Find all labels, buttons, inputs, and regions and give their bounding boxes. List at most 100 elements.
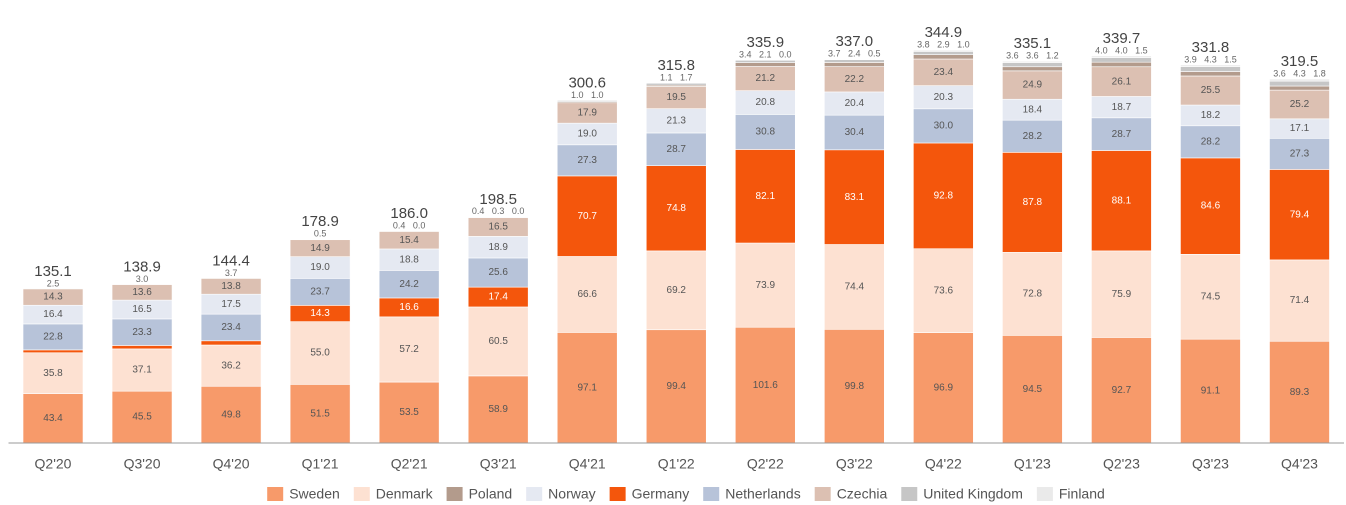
x-tick-label: Q3'22 [836, 456, 873, 472]
bar-segment [111, 284, 173, 301]
segment-label: 16.5 [132, 304, 152, 315]
segment-label: 79.4 [1290, 209, 1310, 220]
bar-segment [734, 242, 796, 328]
x-tick-label: Q3'23 [1192, 456, 1229, 472]
segment-label: 28.2 [1023, 131, 1043, 142]
bar-segment [1180, 338, 1241, 444]
small-segment-label: 2.5 [47, 278, 60, 288]
x-tick-label: Q4'21 [569, 456, 606, 472]
segment-label: 36.2 [221, 360, 241, 371]
segment-label: 92.7 [1112, 385, 1132, 396]
total-label: 300.6 [568, 74, 606, 91]
segment-label: 91.1 [1201, 386, 1221, 397]
segment-label: 28.7 [667, 144, 687, 155]
segment-label: 89.3 [1290, 387, 1310, 398]
segment-label: 17.9 [577, 108, 597, 119]
legend-swatch [267, 487, 284, 501]
segment-label: 99.8 [845, 381, 865, 392]
segment-label: 18.2 [1201, 110, 1221, 121]
segment-label: 23.4 [221, 322, 241, 333]
bar-segment [913, 248, 974, 333]
segment-label: 23.4 [934, 67, 954, 78]
small-segment-label: 0.0 [413, 220, 426, 230]
bar-segment [913, 332, 974, 444]
x-tick-label: Q4'23 [1281, 456, 1318, 472]
segment-label: 14.3 [310, 308, 330, 319]
segment-label: 69.2 [667, 285, 687, 296]
bar-segment [111, 318, 173, 346]
bar-segment [1002, 252, 1063, 336]
segment-label: 28.2 [1201, 136, 1221, 147]
bar-segment [645, 82, 707, 86]
segment-label: 19.0 [577, 129, 597, 140]
segment-label: 15.4 [399, 235, 419, 246]
small-segment-label: 1.0 [957, 40, 970, 50]
segment-label: 23.7 [310, 286, 330, 297]
segment-label: 74.4 [845, 282, 865, 293]
bar-segment [200, 385, 262, 444]
legend-label: Germany [632, 486, 690, 502]
x-tick-label: Q1'21 [302, 456, 339, 472]
segment-label: 51.5 [310, 408, 330, 419]
segment-label: 17.1 [1290, 123, 1310, 134]
small-segment-label: 4.0 [1115, 45, 1128, 55]
bar-segment [1002, 152, 1063, 253]
segment-label: 25.6 [488, 267, 508, 278]
bar-segment [200, 340, 262, 346]
segment-label: 13.8 [221, 281, 241, 292]
bar-segment [378, 381, 440, 444]
small-segment-label: 3.8 [917, 40, 930, 50]
total-label: 178.9 [301, 213, 339, 230]
bar-segment [1091, 57, 1152, 63]
segment-label: 74.5 [1201, 291, 1221, 302]
legend-swatch [703, 487, 720, 501]
segment-label: 23.3 [132, 327, 152, 338]
small-segment-label: 3.0 [136, 274, 149, 284]
bar-segment [913, 49, 974, 52]
bar-segment [289, 384, 351, 444]
bar-segment [556, 100, 618, 102]
bar-segment [22, 288, 84, 306]
legend-swatch [901, 487, 918, 501]
bar-segment [734, 62, 796, 67]
small-segment-label: 4.3 [1204, 54, 1217, 64]
small-segment-label: 1.0 [571, 90, 584, 100]
bar-segment [22, 393, 84, 444]
small-segment-label: 0.0 [512, 206, 525, 216]
bar-segment [734, 66, 796, 91]
segment-label: 18.7 [1112, 102, 1132, 113]
segment-label: 22.2 [845, 74, 865, 85]
segment-label: 43.4 [43, 413, 63, 424]
bar-segment [824, 62, 885, 67]
bar-segment [824, 58, 885, 60]
segment-label: 16.4 [43, 309, 63, 320]
bar-segment [1180, 157, 1241, 255]
small-segment-label: 3.7 [225, 268, 238, 278]
segment-label: 27.3 [1290, 149, 1310, 160]
segment-label: 24.2 [399, 279, 419, 290]
segment-label: 60.5 [488, 336, 508, 347]
segment-label: 73.6 [934, 285, 954, 296]
total-label: 315.8 [657, 57, 695, 74]
bar-segment [22, 349, 84, 354]
small-segment-label: 0.5 [868, 48, 881, 58]
segment-label: 18.4 [1023, 104, 1043, 115]
bar-segment [1091, 117, 1152, 151]
segment-label: 84.6 [1201, 201, 1221, 212]
bar-segment [200, 313, 262, 342]
small-segment-label: 2.9 [937, 40, 950, 50]
legend-swatch [814, 487, 831, 501]
x-tick-label: Q3'21 [480, 456, 517, 472]
bar-segment [1269, 78, 1330, 82]
segment-label: 17.5 [221, 299, 241, 310]
bar-segment [1180, 75, 1241, 106]
legend-swatch [1036, 487, 1053, 501]
segment-label: 21.3 [667, 115, 687, 126]
segment-label: 87.8 [1023, 197, 1043, 208]
bar-segment [378, 316, 440, 383]
bar-segment [913, 54, 974, 60]
x-tick-label: Q1'23 [1014, 456, 1051, 472]
legend-label: Netherlands [725, 486, 801, 502]
small-segment-label: 0.4 [393, 220, 406, 230]
